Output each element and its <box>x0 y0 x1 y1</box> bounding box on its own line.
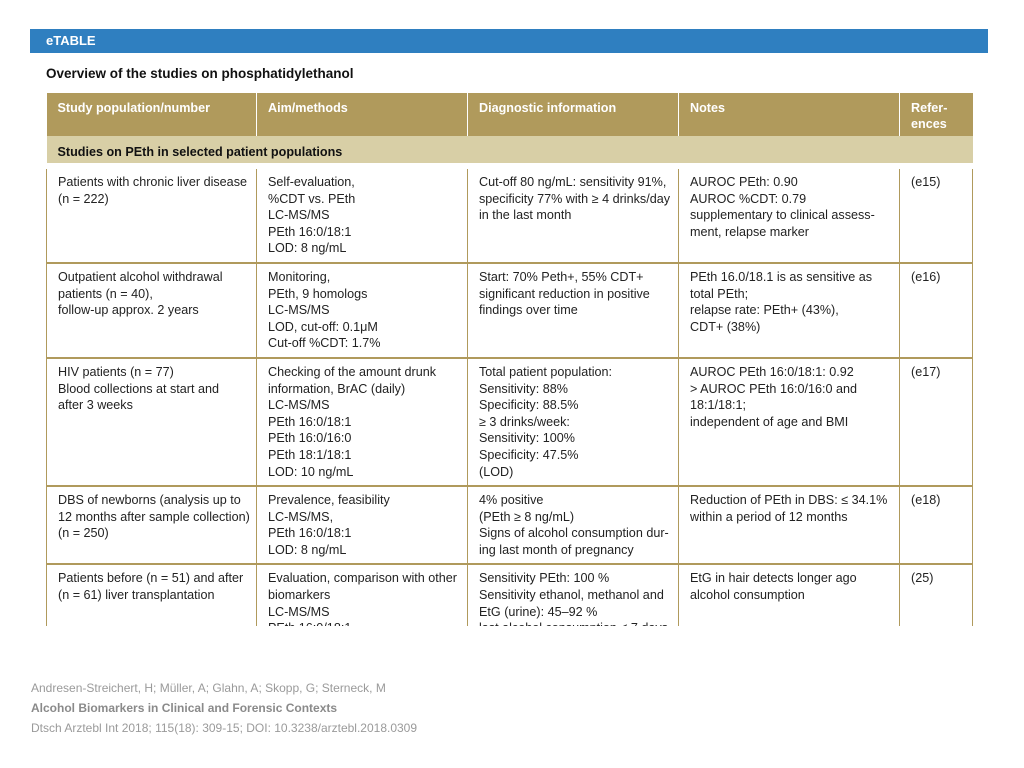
cell-notes: AUROC PEth 16:0/18:1: 0.92 > AUROC PEth … <box>678 357 900 488</box>
citation-title: Alcohol Biomarkers in Clinical and Foren… <box>31 701 338 715</box>
cell-population: DBS of newborns (analysis up to 12 month… <box>46 486 257 566</box>
cell-population: Patients with chronic liver disease (n =… <box>46 169 257 264</box>
column-header-methods: Aim/methods <box>256 93 468 136</box>
table-row: DBS of newborns (analysis up to 12 month… <box>46 486 973 566</box>
column-header-notes: Notes <box>678 93 900 136</box>
section-gap <box>46 163 973 169</box>
column-header-diagnostic: Diagnostic information <box>467 93 679 136</box>
column-header-references: Refer- ences <box>899 93 973 136</box>
cell-notes: AUROC PEth: 0.90 AUROC %CDT: 0.79 supple… <box>678 169 900 264</box>
cell-reference: (e16) <box>899 262 973 359</box>
cell-methods: Prevalence, feasibility LC-MS/MS, PEth 1… <box>256 486 468 566</box>
cell-methods: Monitoring, PEth, 9 homologs LC-MS/MS LO… <box>256 262 468 359</box>
cell-diagnostic: Total patient population: Sensitivity: 8… <box>467 357 679 488</box>
table-row: Patients with chronic liver disease (n =… <box>46 169 973 264</box>
cell-reference: (e17) <box>899 357 973 488</box>
table-row: Patients before (n = 51) and after (n = … <box>46 564 973 626</box>
etable-panel: eTABLE Overview of the studies on phosph… <box>30 29 988 626</box>
cell-population: Patients before (n = 51) and after (n = … <box>46 564 257 626</box>
section-row: Studies on PEth in selected patient popu… <box>46 136 973 163</box>
section-title: Studies on PEth in selected patient popu… <box>46 136 973 163</box>
cell-population: HIV patients (n = 77) Blood collections … <box>46 357 257 488</box>
cell-diagnostic: Sensitivity PEth: 100 % Sensitivity etha… <box>467 564 679 626</box>
cell-diagnostic: Cut-off 80 ng/mL: sensitivity 91%, speci… <box>467 169 679 264</box>
cell-population: Outpatient alcohol withdrawal patients (… <box>46 262 257 359</box>
etable-header: eTABLE <box>30 29 988 53</box>
cell-reference: (e18) <box>899 486 973 566</box>
citation-block: Andresen-Streichert, H; Müller, A; Glahn… <box>31 678 417 738</box>
studies-table: Study population/number Aim/methods Diag… <box>46 93 973 626</box>
cell-diagnostic: 4% positive (PEth ≥ 8 ng/mL) Signs of al… <box>467 486 679 566</box>
cell-reference: (25) <box>899 564 973 626</box>
table-title: Overview of the studies on phosphatidyle… <box>46 66 354 81</box>
table-header-row: Study population/number Aim/methods Diag… <box>46 93 973 136</box>
cell-diagnostic: Start: 70% Peth+, 55% CDT+ significant r… <box>467 262 679 359</box>
cell-methods: Self-evaluation, %CDT vs. PEth LC-MS/MS … <box>256 169 468 264</box>
cell-reference: (e15) <box>899 169 973 264</box>
cell-methods: Evaluation, comparison with other biomar… <box>256 564 468 626</box>
citation-authors: Andresen-Streichert, H; Müller, A; Glahn… <box>31 681 386 695</box>
cell-notes: EtG in hair detects longer ago alcohol c… <box>678 564 900 626</box>
column-header-population: Study population/number <box>46 93 257 136</box>
cell-notes: Reduction of PEth in DBS: ≤ 34.1% within… <box>678 486 900 566</box>
table-row: Outpatient alcohol withdrawal patients (… <box>46 262 973 359</box>
table-row: HIV patients (n = 77) Blood collections … <box>46 357 973 488</box>
citation-source: Dtsch Arztebl Int 2018; 115(18): 309-15;… <box>31 721 418 735</box>
cell-notes: PEth 16.0/18.1 is as sensitive as total … <box>678 262 900 359</box>
cell-methods: Checking of the amount drunk information… <box>256 357 468 488</box>
